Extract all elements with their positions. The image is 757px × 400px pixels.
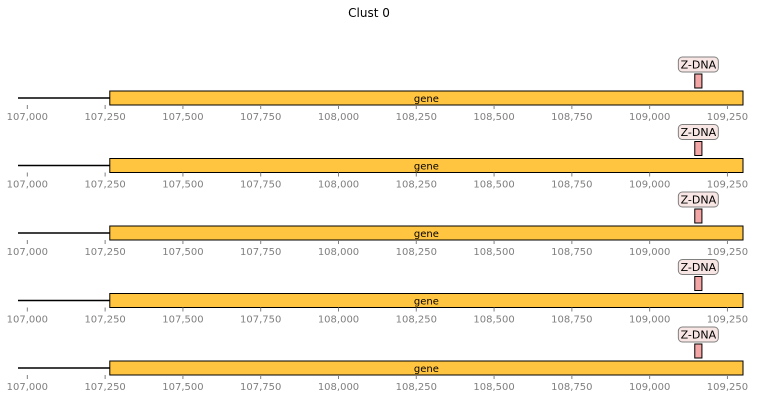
gene-label: gene (414, 94, 439, 105)
x-tick-label: 107,250 (84, 180, 125, 191)
zdna-label-box (677, 124, 719, 140)
x-tick-label: 107,000 (7, 315, 48, 326)
x-tick-label: 107,000 (7, 112, 48, 123)
x-tick-label: 107,250 (84, 112, 125, 123)
x-tick-label: 108,000 (318, 315, 359, 326)
track-4: gene Z-DNA 107,000 107,250 107,500 107,750 108… (7, 259, 748, 326)
zdna-feature (694, 141, 703, 156)
x-tick-label: 109,000 (629, 315, 670, 326)
x-tick-label: 109,250 (707, 180, 748, 191)
x-tick-label: 107,500 (162, 180, 203, 191)
gene-label: gene (414, 229, 439, 240)
gene-box (109, 293, 744, 308)
x-tick-label: 107,500 (162, 382, 203, 393)
x-tick-label: 108,500 (473, 315, 514, 326)
zdna-feature (694, 276, 703, 291)
gene-box (109, 360, 744, 376)
x-tick-label: 108,000 (318, 180, 359, 191)
zdna-feature (694, 343, 703, 359)
x-tick-label: 109,250 (707, 112, 748, 123)
zdna-label: Z-DNA (681, 126, 717, 139)
x-tick-label: 107,250 (84, 315, 125, 326)
gene-box (109, 225, 744, 241)
gene-label: gene (414, 162, 439, 173)
track-2: gene Z-DNA 107,000 107,250 107,500 107,750 108… (7, 124, 748, 191)
track-1: gene Z-DNA 107,000 107,250 107,500 107,750 108… (7, 56, 748, 123)
gene-label: gene (414, 364, 439, 375)
x-tick-label: 108,500 (473, 247, 514, 258)
gene-box (109, 158, 744, 173)
x-tick-label: 107,750 (240, 247, 281, 258)
gene-box (109, 90, 744, 106)
x-tick-label: 107,750 (240, 180, 281, 191)
x-tick-label: 109,250 (707, 247, 748, 258)
x-tick-label: 108,250 (396, 382, 437, 393)
track-3: gene Z-DNA 107,000 107,250 107,500 107,750 108… (7, 191, 748, 258)
x-tick-label: 109,000 (629, 382, 670, 393)
track-5: gene Z-DNA 107,000 107,250 107,500 107,750 108… (7, 326, 748, 393)
x-tick-label: 107,750 (240, 112, 281, 123)
x-tick-label: 108,750 (551, 247, 592, 258)
x-tick-label: 107,000 (7, 180, 48, 191)
x-tick-label: 109,000 (629, 180, 670, 191)
x-tick-label: 108,250 (396, 315, 437, 326)
x-tick-label: 107,500 (162, 315, 203, 326)
x-tick-label: 108,500 (473, 180, 514, 191)
x-tick-label: 107,000 (7, 382, 48, 393)
x-tick-label: 108,250 (396, 112, 437, 123)
zdna-label: Z-DNA (681, 194, 717, 207)
x-tick-label: 108,750 (551, 112, 592, 123)
x-tick-label: 107,000 (7, 247, 48, 258)
x-tick-label: 108,750 (551, 180, 592, 191)
tracks-group: gene Z-DNA 107,000 107,250 107,500 107,750 108… (7, 56, 748, 393)
zdna-label-box (677, 326, 719, 343)
x-tick-label: 109,000 (629, 112, 670, 123)
x-tick-label: 108,000 (318, 382, 359, 393)
x-tick-label: 107,500 (162, 112, 203, 123)
zdna-label: Z-DNA (681, 59, 717, 72)
zdna-feature (694, 73, 703, 89)
x-tick-label: 109,250 (707, 382, 748, 393)
x-tick-label: 108,000 (318, 112, 359, 123)
x-tick-label: 109,000 (629, 247, 670, 258)
x-tick-label: 107,250 (84, 247, 125, 258)
x-tick-label: 107,750 (240, 315, 281, 326)
zdna-label-box (677, 56, 719, 73)
x-tick-label: 107,500 (162, 247, 203, 258)
zdna-feature (694, 208, 703, 224)
x-tick-label: 109,250 (707, 315, 748, 326)
x-tick-label: 108,500 (473, 112, 514, 123)
x-tick-label: 108,750 (551, 382, 592, 393)
x-tick-label: 107,250 (84, 382, 125, 393)
x-tick-label: 108,000 (318, 247, 359, 258)
zdna-label: Z-DNA (681, 329, 717, 342)
x-tick-label: 108,500 (473, 382, 514, 393)
zdna-label-box (677, 191, 719, 208)
x-tick-label: 108,750 (551, 315, 592, 326)
x-tick-label: 108,250 (396, 247, 437, 258)
figure-title: Clust 0 (348, 6, 390, 20)
zdna-label: Z-DNA (681, 261, 717, 274)
zdna-label-box (677, 259, 719, 275)
gene-label: gene (414, 297, 439, 308)
x-tick-label: 108,250 (396, 180, 437, 191)
x-tick-label: 107,750 (240, 382, 281, 393)
